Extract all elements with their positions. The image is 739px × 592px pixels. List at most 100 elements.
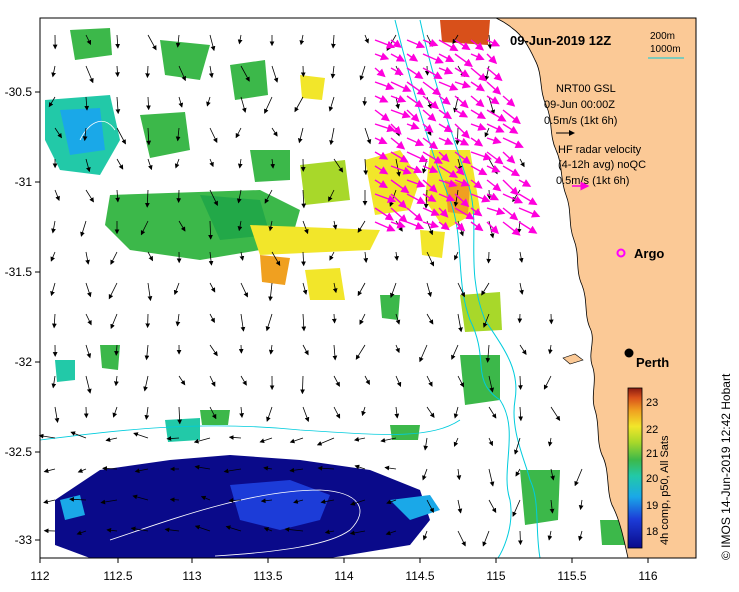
sst-patch <box>520 470 560 525</box>
hf-radar-arrow <box>422 179 438 193</box>
x-tick-label: 114 <box>334 569 353 583</box>
x-tick-label: 112 <box>30 569 49 583</box>
current-arrow <box>395 344 400 354</box>
current-arrow <box>364 34 369 44</box>
hf-radar-arrow <box>390 151 409 163</box>
current-arrow <box>178 375 186 386</box>
current-arrow <box>48 96 56 108</box>
current-arrow <box>174 158 180 169</box>
current-arrow <box>359 65 366 81</box>
current-arrow <box>426 406 435 418</box>
current-arrow <box>178 96 184 108</box>
current-arrow <box>488 499 497 514</box>
sst-patch <box>70 28 112 60</box>
hf-radar-arrow <box>454 193 470 208</box>
sst-patch <box>60 495 85 520</box>
current-arrow <box>333 406 341 419</box>
hf-radar-arrow <box>486 221 499 235</box>
current-arrow <box>320 499 335 504</box>
current-arrow <box>240 282 248 298</box>
hf-radar-arrow <box>454 39 471 51</box>
current-arrow <box>209 127 218 144</box>
hf-radar-arrow <box>374 81 395 91</box>
hf-radar-arrow <box>502 151 516 164</box>
current-arrow <box>355 344 366 360</box>
current-arrow <box>239 406 244 418</box>
current-arrow <box>317 465 335 471</box>
x-tick-label: 116 <box>638 569 657 583</box>
current-arrow <box>426 499 434 514</box>
current-arrow <box>116 127 126 145</box>
current-arrow <box>193 437 211 444</box>
current-arrow <box>240 313 246 332</box>
current-arrow <box>105 437 118 442</box>
current-arrow <box>208 220 213 240</box>
current-arrow <box>132 494 149 501</box>
hf-radar-arrow <box>438 165 459 178</box>
current-arrow <box>457 313 463 333</box>
current-arrow <box>426 251 435 267</box>
hf-radar-arrow <box>454 151 472 165</box>
y-axis: -30.5 -31 -31.5 -32 -32.5 -33 <box>5 85 40 547</box>
current-arrow <box>328 96 335 112</box>
model-legend-line3: 0.5m/s (1kt 6h) <box>544 115 617 127</box>
hf-radar-arrow <box>374 151 389 160</box>
current-arrow <box>301 251 306 267</box>
colorbar-tick: 21 <box>646 448 658 460</box>
colorbar-gradient <box>627 387 643 549</box>
current-arrow <box>175 127 181 142</box>
current-arrow <box>237 220 243 232</box>
perth-marker[interactable]: Perth <box>624 348 670 371</box>
current-arrow <box>488 437 493 447</box>
current-arrow <box>271 251 281 266</box>
sst-patch <box>390 425 420 440</box>
x-tick-label: 113.5 <box>253 569 282 583</box>
current-arrow <box>147 251 153 262</box>
current-arrow <box>452 34 459 45</box>
sst-patch <box>460 292 502 332</box>
sst-warm-patch <box>260 255 290 285</box>
current-arrow <box>115 65 120 78</box>
current-arrow <box>550 468 555 481</box>
colorbar-tick: 23 <box>646 397 658 409</box>
current-arrow <box>332 344 338 361</box>
hf-radar-arrow <box>502 221 521 236</box>
current-arrow <box>349 530 366 536</box>
current-arrow <box>85 344 92 359</box>
current-arrow <box>457 499 463 514</box>
current-arrow <box>208 65 214 79</box>
hf-radar-arrow <box>454 67 470 78</box>
perth-dot-icon <box>624 348 634 358</box>
hf-radar-arrow <box>406 193 426 205</box>
current-arrow <box>488 96 496 115</box>
current-arrow <box>38 433 56 439</box>
current-arrow <box>70 431 87 439</box>
current-arrow <box>302 282 308 295</box>
current-arrow <box>549 499 555 514</box>
hf-radar-arrow <box>486 164 501 173</box>
hf-radar-arrow <box>438 39 459 52</box>
current-arrow <box>115 96 121 115</box>
hf-radar-arrow <box>422 207 440 216</box>
current-arrow <box>302 220 309 235</box>
argo-marker[interactable]: Argo <box>616 246 665 261</box>
hf-radar-arrow <box>406 165 423 174</box>
colorbar-tick: 18 <box>646 526 658 538</box>
sst-warm-patch <box>440 20 490 45</box>
model-current-arrows <box>38 34 584 547</box>
current-arrow <box>488 406 497 419</box>
hf-radar-arrow <box>406 207 424 222</box>
x-tick-label: 113 <box>182 569 201 583</box>
x-tick-label: 114.5 <box>405 569 434 583</box>
hf-radar-arrow <box>390 109 411 119</box>
current-arrow <box>144 189 150 208</box>
current-arrow <box>422 468 428 481</box>
model-legend: NRT00 GSL 09-Jun 00:00Z 0.5m/s (1kt 6h) <box>544 83 617 136</box>
current-arrow <box>51 375 57 389</box>
current-arrow <box>228 497 242 503</box>
argo-label: Argo <box>634 246 664 261</box>
hf-radar-arrow <box>406 121 420 130</box>
current-arrow <box>519 344 527 355</box>
hf-radar-arrow <box>406 67 424 79</box>
current-arrow <box>236 189 242 204</box>
